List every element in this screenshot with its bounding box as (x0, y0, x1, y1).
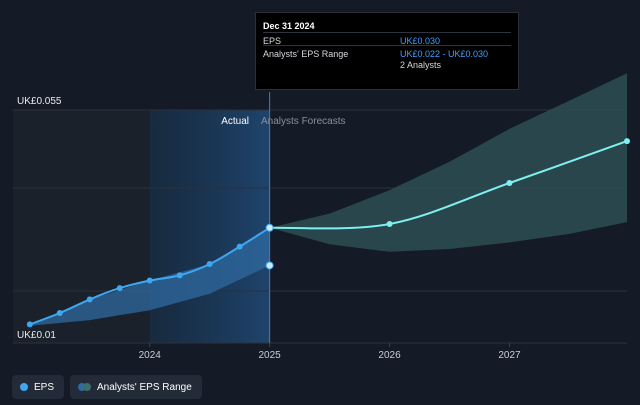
forecast-point (624, 138, 630, 145)
eps-point (206, 261, 213, 268)
x-axis-ticks: 2024 2025 2026 2027 (139, 343, 521, 361)
eps-swatch-icon (20, 383, 28, 391)
forecast-range-band (269, 73, 627, 252)
tooltip-row-eps: EPS UK£0.030 (263, 32, 511, 47)
tooltip-range-value: UK£0.022 - UK£0.030 (400, 49, 489, 59)
eps-forecast-line (269, 140, 628, 230)
x-tick-label: 2027 (498, 350, 521, 361)
y-label-top: UK£0.055 (17, 96, 62, 107)
tooltip-eps-value: UK£0.030 (400, 36, 441, 46)
actual-label: Actual (221, 116, 249, 127)
eps-point (116, 285, 123, 292)
legend-item-range[interactable]: Analysts' EPS Range (70, 375, 202, 399)
data-points (26, 138, 630, 328)
x-tick-label: 2025 (259, 350, 282, 361)
eps-point (56, 310, 63, 317)
tooltip-eps-label: EPS (263, 36, 282, 46)
legend-range-label: Analysts' EPS Range (97, 381, 192, 393)
eps-point (236, 243, 243, 250)
eps-point (86, 296, 93, 303)
x-tick-label: 2026 (378, 350, 401, 361)
forecast-label: Analysts Forecasts (261, 116, 345, 127)
forecast-point (386, 221, 393, 228)
actual-region-shade (149, 110, 270, 343)
legend: EPS Analysts' EPS Range (12, 375, 202, 399)
eps-point (146, 277, 153, 284)
legend-item-eps[interactable]: EPS (12, 375, 65, 399)
eps-point (26, 321, 33, 328)
tooltip-date: Dec 31 2024 (263, 21, 315, 31)
tooltip: Dec 31 2024 EPS UK£0.030 Analysts' EPS R… (255, 12, 519, 90)
x-tick-label: 2024 (139, 350, 162, 361)
y-label-bottom: UK£0.01 (17, 330, 56, 341)
tooltip-range-label: Analysts' EPS Range (263, 49, 349, 59)
gridlines (13, 109, 627, 344)
tooltip-analysts-count: 2 Analysts (400, 60, 442, 70)
range-low-point (265, 261, 274, 270)
range-swatch-icon (78, 383, 92, 391)
eps-point (265, 223, 274, 232)
legend-eps-label: EPS (34, 381, 55, 393)
forecast-point (506, 180, 513, 187)
eps-point (176, 272, 183, 279)
tooltip-row-range: Analysts' EPS Range UK£0.022 - UK£0.030 (263, 45, 511, 60)
